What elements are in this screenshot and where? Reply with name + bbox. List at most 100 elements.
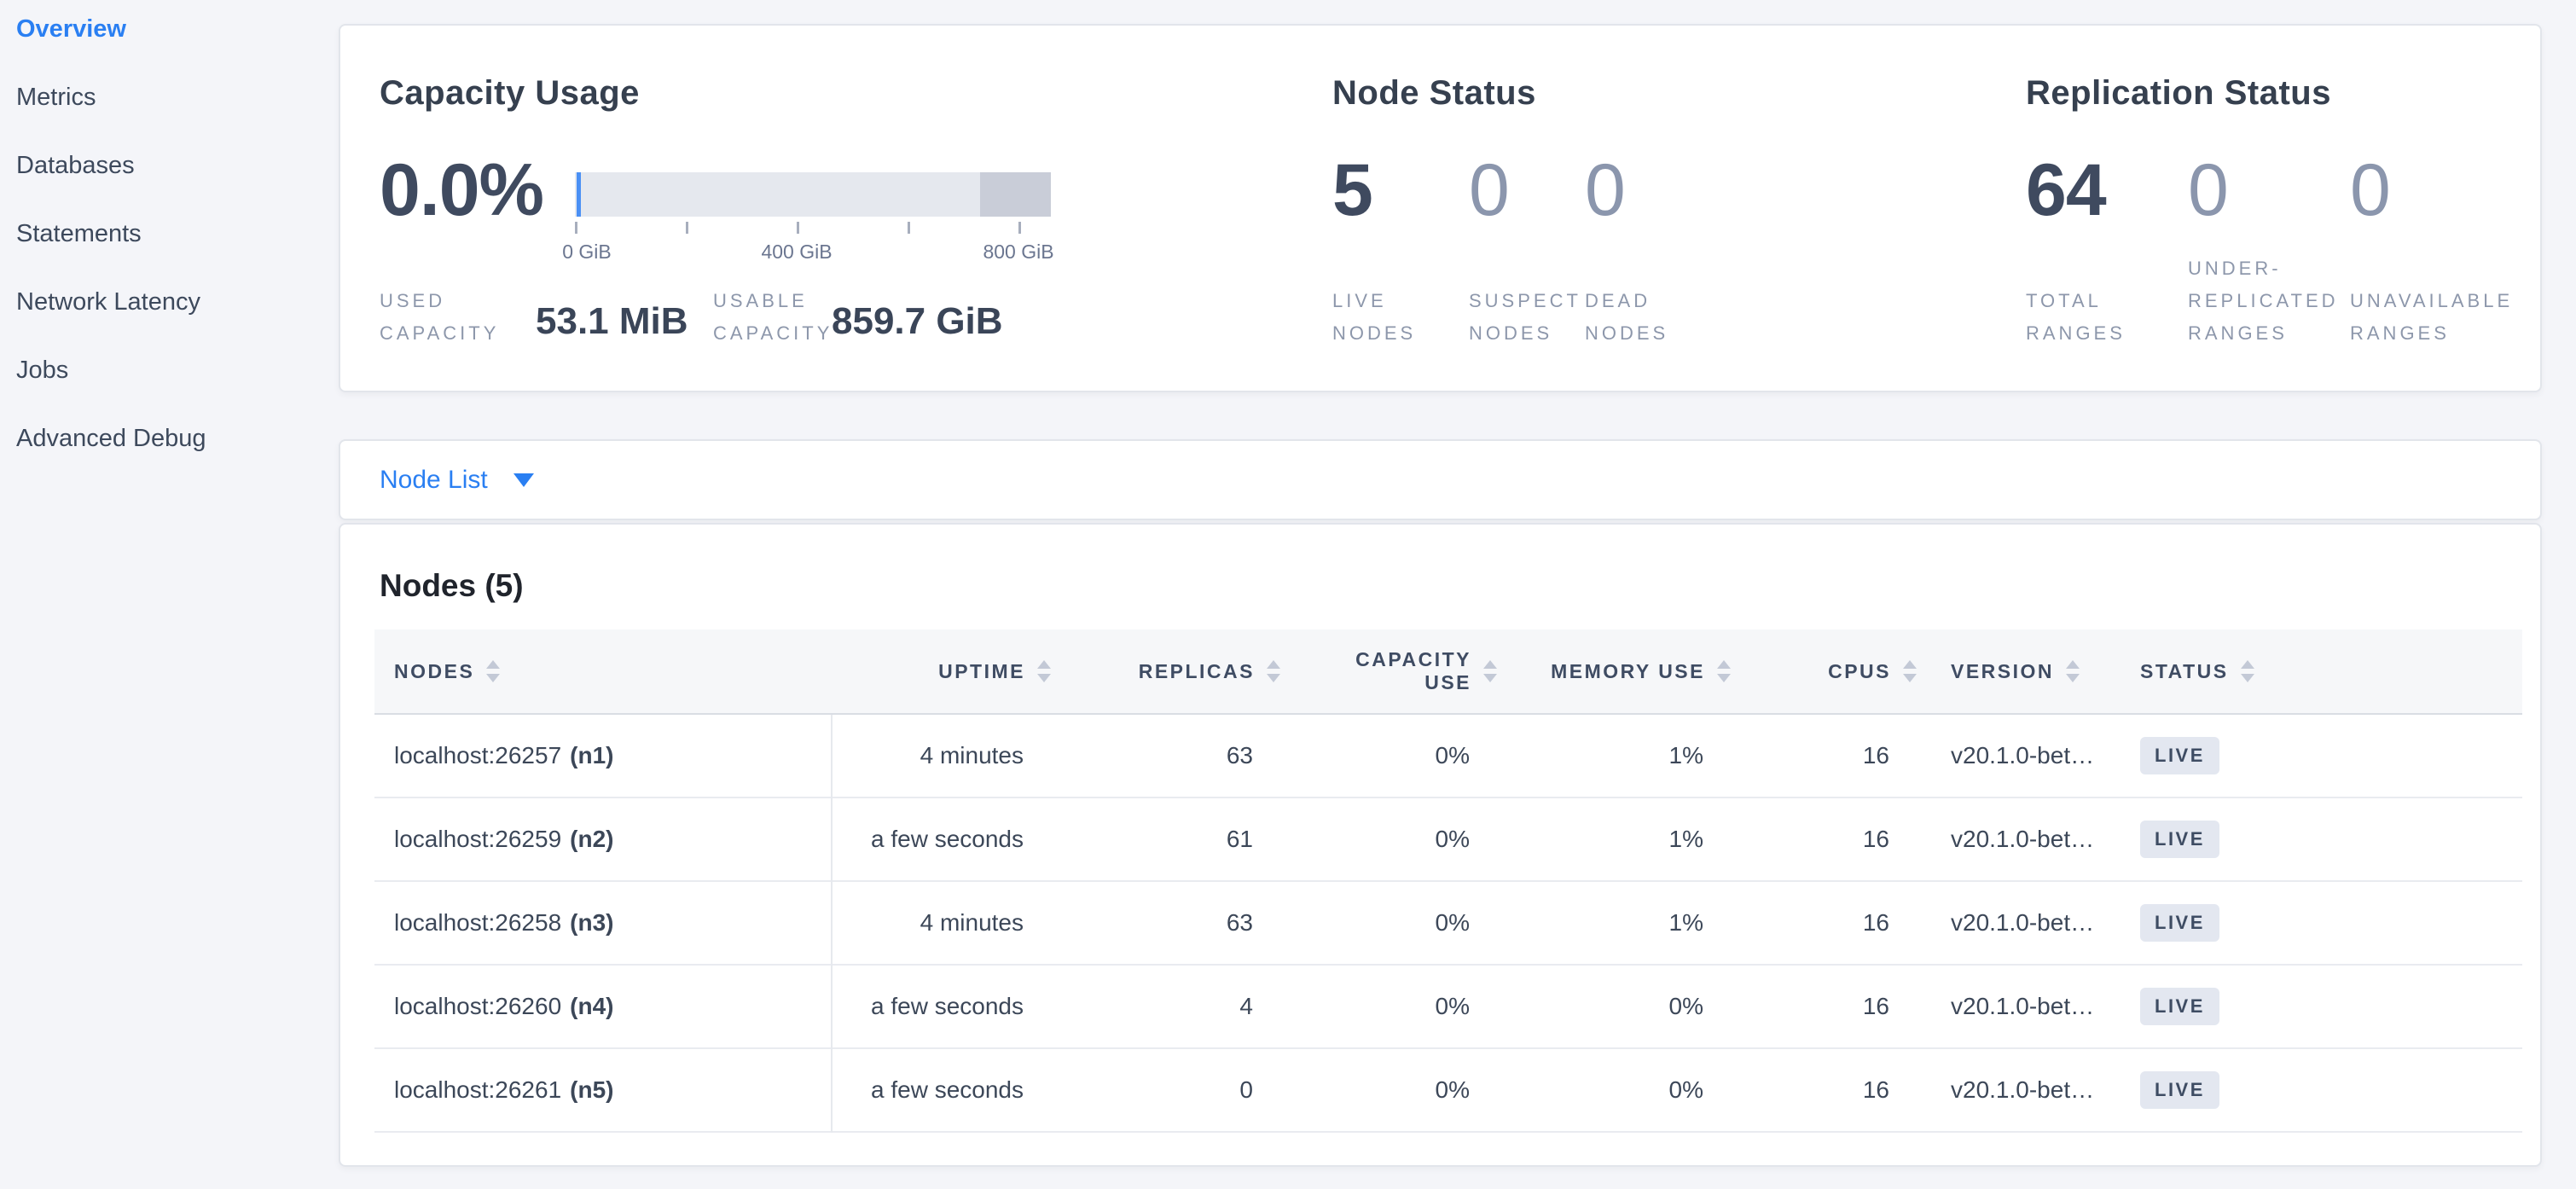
status-cell: LIVE: [2103, 966, 2522, 1047]
node-address-cell[interactable]: localhost:26258 (n3): [394, 909, 614, 936]
sidebar-item-metrics[interactable]: Metrics: [16, 84, 96, 111]
sidebar-item-jobs[interactable]: Jobs: [16, 357, 69, 384]
cpus-cell: 16: [1862, 909, 1889, 936]
uptime-cell: 4 minutes: [920, 909, 1024, 936]
capacity-use-cell: 0%: [1435, 742, 1470, 768]
node-address-cell[interactable]: localhost:26257 (n1): [394, 742, 614, 768]
nodes-section-title: Nodes (5): [380, 568, 524, 603]
status-badge: LIVE: [2140, 737, 2219, 774]
memory-use-cell: 0%: [1668, 1076, 1703, 1103]
replicas-cell: 61: [1226, 826, 1253, 852]
uptime-cell: a few seconds: [871, 1076, 1024, 1103]
cluster-summary-panel: Capacity Usage 0.0% 0 GiB 400 GiB 800 Gi…: [339, 24, 2542, 392]
sort-icon: [2240, 660, 2254, 682]
nodes-table-body: localhost:26257 (n1) 4 minutes 63 0% 1% 1…: [374, 715, 2522, 1133]
node-address-cell[interactable]: localhost:26261 (n5): [394, 1076, 614, 1103]
sort-icon: [486, 660, 501, 682]
status-badge: LIVE: [2140, 1071, 2219, 1109]
cpus-cell: 16: [1862, 993, 1889, 1019]
usable-capacity-value: 859.7 GiB: [832, 300, 1003, 342]
capacity-use-cell: 0%: [1435, 909, 1470, 936]
table-row[interactable]: localhost:26258 (n3) 4 minutes 63 0% 1% 1…: [374, 882, 2522, 966]
table-row[interactable]: localhost:26261 (n5) a few seconds 0 0% 0…: [374, 1049, 2522, 1133]
capacity-use-cell: 0%: [1435, 1076, 1470, 1103]
sidebar-item-network-latency[interactable]: Network Latency: [16, 288, 200, 316]
axis-label-400gib: 400 GiB: [761, 241, 833, 263]
version-cell: v20.1.0-bet…: [1951, 1076, 2095, 1103]
sidebar-item-databases[interactable]: Databases: [16, 152, 135, 179]
used-capacity-label: USED CAPACITY: [380, 290, 500, 344]
column-header-status[interactable]: STATUS: [2103, 629, 2522, 713]
column-header-cpus[interactable]: CPUS: [1732, 629, 1918, 713]
cpus-cell: 16: [1862, 742, 1889, 768]
version-cell: v20.1.0-bet…: [1951, 826, 2095, 852]
sort-icon: [1267, 660, 1280, 682]
sort-icon: [2066, 660, 2080, 682]
status-badge: LIVE: [2140, 821, 2219, 858]
total-ranges-stat: 64 TOTAL RANGES: [2026, 149, 2126, 344]
cpus-cell: 16: [1862, 1076, 1889, 1103]
nodes-panel: Nodes (5) NODES UPTIME REPLICAS CAPACITY…: [339, 523, 2542, 1167]
sidebar-nav: Overview Metrics Databases Statements Ne…: [0, 0, 299, 493]
dead-nodes-stat: 0 DEAD NODES: [1585, 149, 1669, 344]
column-header-replicas[interactable]: REPLICAS: [1053, 629, 1282, 713]
status-badge: LIVE: [2140, 904, 2219, 942]
caret-down-icon: [513, 473, 534, 487]
column-divider: [831, 715, 833, 1133]
table-row[interactable]: localhost:26257 (n1) 4 minutes 63 0% 1% 1…: [374, 715, 2522, 798]
used-capacity-value: 53.1 MiB: [536, 300, 688, 342]
table-row[interactable]: localhost:26260 (n4) a few seconds 4 0% 0…: [374, 966, 2522, 1049]
replicas-cell: 4: [1239, 993, 1253, 1019]
capacity-gauge-axis-labels: 0 GiB 400 GiB 800 GiB: [562, 241, 1054, 264]
replicas-cell: 0: [1239, 1076, 1253, 1103]
capacity-gauge-used-marker: [577, 172, 581, 217]
nodes-table: NODES UPTIME REPLICAS CAPACITY USE MEMORY…: [374, 629, 2522, 1133]
uptime-cell: a few seconds: [871, 993, 1024, 1019]
under-replicated-ranges-stat: 0 UNDER- REPLICATED RANGES: [2188, 149, 2339, 344]
node-address-cell[interactable]: localhost:26260 (n4): [394, 993, 614, 1019]
table-row[interactable]: localhost:26259 (n2) a few seconds 61 0% …: [374, 798, 2522, 882]
cpus-cell: 16: [1862, 826, 1889, 852]
column-header-uptime[interactable]: UPTIME: [832, 629, 1053, 713]
capacity-use-cell: 0%: [1435, 993, 1470, 1019]
sort-icon: [1717, 660, 1731, 682]
status-badge: LIVE: [2140, 988, 2219, 1025]
memory-use-cell: 1%: [1668, 909, 1703, 936]
sort-icon: [1483, 660, 1497, 682]
uptime-cell: 4 minutes: [920, 742, 1024, 768]
nodes-table-header: NODES UPTIME REPLICAS CAPACITY USE MEMORY…: [374, 629, 2522, 715]
sort-icon: [1037, 660, 1051, 682]
axis-label-800gib: 800 GiB: [983, 241, 1054, 263]
column-header-version[interactable]: VERSION: [1918, 629, 2103, 713]
column-header-capacity-use[interactable]: CAPACITY USE: [1282, 629, 1499, 713]
uptime-cell: a few seconds: [871, 826, 1024, 852]
suspect-nodes-stat: 0 SUSPECT NODES: [1469, 149, 1581, 344]
replicas-cell: 63: [1226, 742, 1253, 768]
capacity-gauge: [575, 172, 1051, 217]
sort-icon: [1903, 660, 1917, 682]
status-cell: LIVE: [2103, 715, 2522, 797]
sidebar-item-advanced-debug[interactable]: Advanced Debug: [16, 425, 206, 452]
capacity-use-cell: 0%: [1435, 826, 1470, 852]
capacity-usage-section: Capacity Usage 0.0% 0 GiB 400 GiB 800 Gi…: [380, 26, 1318, 391]
capacity-gauge-nonusable-segment: [980, 172, 1051, 217]
node-list-bar: Node List: [339, 439, 2542, 520]
status-cell: LIVE: [2103, 1049, 2522, 1131]
node-status-title: Node Status: [1332, 74, 1536, 112]
column-header-nodes[interactable]: NODES: [374, 629, 832, 713]
memory-use-cell: 0%: [1668, 993, 1703, 1019]
sidebar: Overview Metrics Databases Statements Ne…: [0, 0, 299, 1189]
capacity-percent: 0.0%: [380, 149, 544, 231]
node-address-cell[interactable]: localhost:26259 (n2): [394, 826, 614, 852]
replication-status-title: Replication Status: [2026, 74, 2331, 112]
version-cell: v20.1.0-bet…: [1951, 909, 2095, 936]
sidebar-item-statements[interactable]: Statements: [16, 220, 142, 247]
node-status-section: Node Status 5 LIVE NODES 0 SUSPECT NODES 0…: [1332, 26, 1878, 391]
version-cell: v20.1.0-bet…: [1951, 742, 2095, 768]
sidebar-item-overview[interactable]: Overview: [16, 15, 126, 43]
column-header-memory-use[interactable]: MEMORY USE: [1499, 629, 1732, 713]
version-cell: v20.1.0-bet…: [1951, 993, 2095, 1019]
memory-use-cell: 1%: [1668, 826, 1703, 852]
replicas-cell: 63: [1226, 909, 1253, 936]
node-list-dropdown[interactable]: Node List: [380, 466, 534, 495]
